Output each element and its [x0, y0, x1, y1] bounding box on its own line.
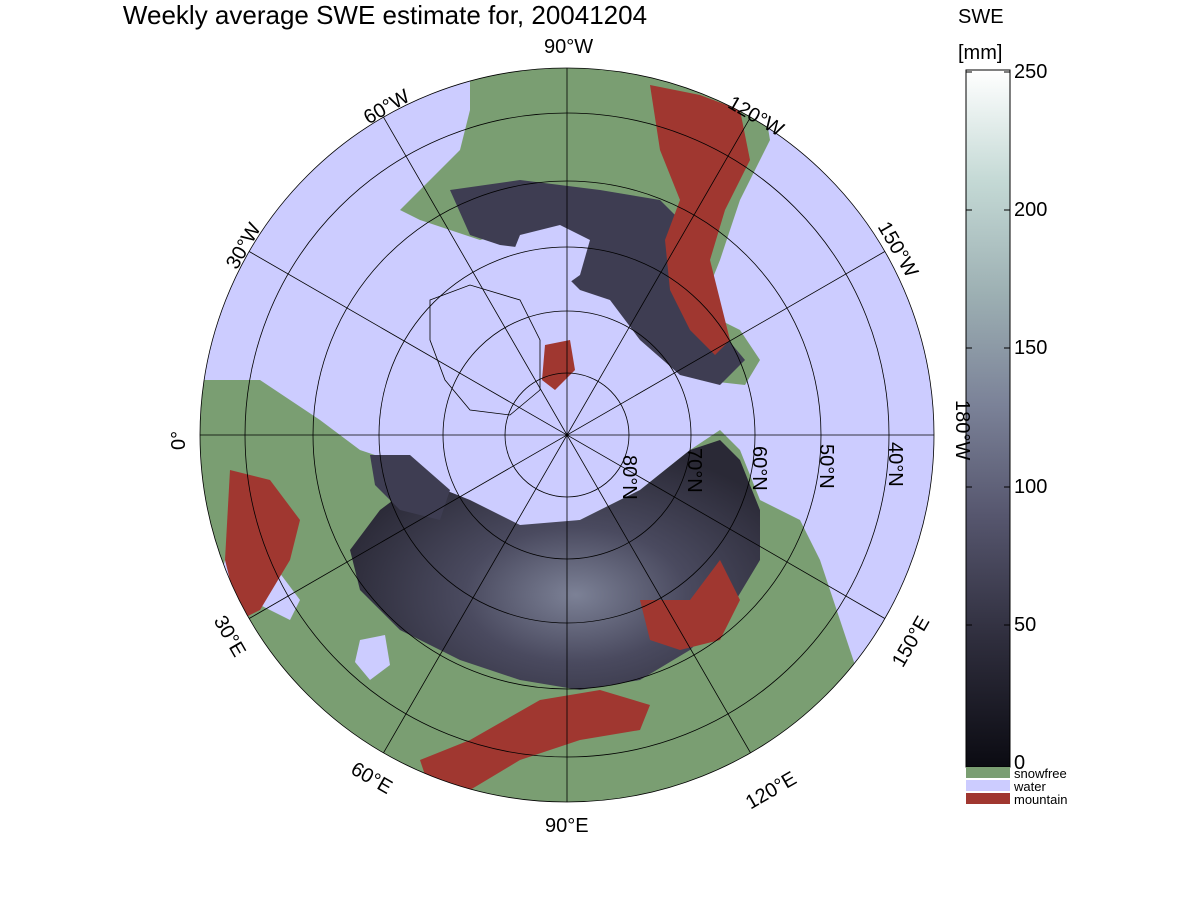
- colorbar-tick-0: 0: [1014, 752, 1026, 774]
- legend-label-snowfree: snowfree: [1014, 766, 1067, 781]
- lat-label-80n: 80°N: [618, 455, 640, 500]
- lat-label-50n: 50°N: [815, 444, 837, 489]
- lon-label-180w: 180°W: [951, 400, 973, 461]
- legend-swatch-snowfree: [966, 767, 1010, 778]
- graticule: [199, 67, 935, 803]
- colorbar-ticks: [966, 71, 1010, 626]
- colorbar-tick-200: 200: [1014, 199, 1048, 221]
- colorbar-unit: [mm]: [958, 42, 1003, 64]
- legend-label-water: water: [1014, 779, 1046, 794]
- east-siberia-mountains: [640, 560, 740, 650]
- alps-mountains: [225, 470, 300, 620]
- map-title: Weekly average SWE estimate for, 2004120…: [122, 0, 648, 30]
- colorbar: [965, 69, 1011, 768]
- hudson-bay: [510, 225, 590, 300]
- lat-label-60n: 60°N: [748, 446, 770, 491]
- lon-label-90e: 90°E: [545, 815, 589, 837]
- colorbar-tick-100: 100: [1014, 476, 1048, 498]
- legend-swatch-water: [966, 780, 1010, 791]
- scandinavia-snow: [370, 455, 450, 520]
- caspian-sea: [355, 635, 390, 680]
- lat-label-40n: 40°N: [884, 442, 906, 487]
- legend-label-mountain: mountain: [1014, 792, 1068, 807]
- colorbar-tick-50: 50: [1014, 614, 1037, 636]
- land-layer: [200, 68, 860, 802]
- himalaya-mountains: [420, 690, 650, 790]
- lon-label-0: 0°: [168, 430, 190, 450]
- legend-swatch-mountain: [966, 793, 1010, 804]
- lat-label-70n: 70°N: [683, 448, 705, 493]
- colorbar-tick-250: 250: [1014, 61, 1048, 83]
- rocky-mountains: [650, 85, 750, 355]
- colorbar-title: SWE: [958, 6, 1004, 28]
- lon-label-90w: 90°W: [544, 36, 594, 58]
- colorbar-tick-150: 150: [1014, 337, 1048, 359]
